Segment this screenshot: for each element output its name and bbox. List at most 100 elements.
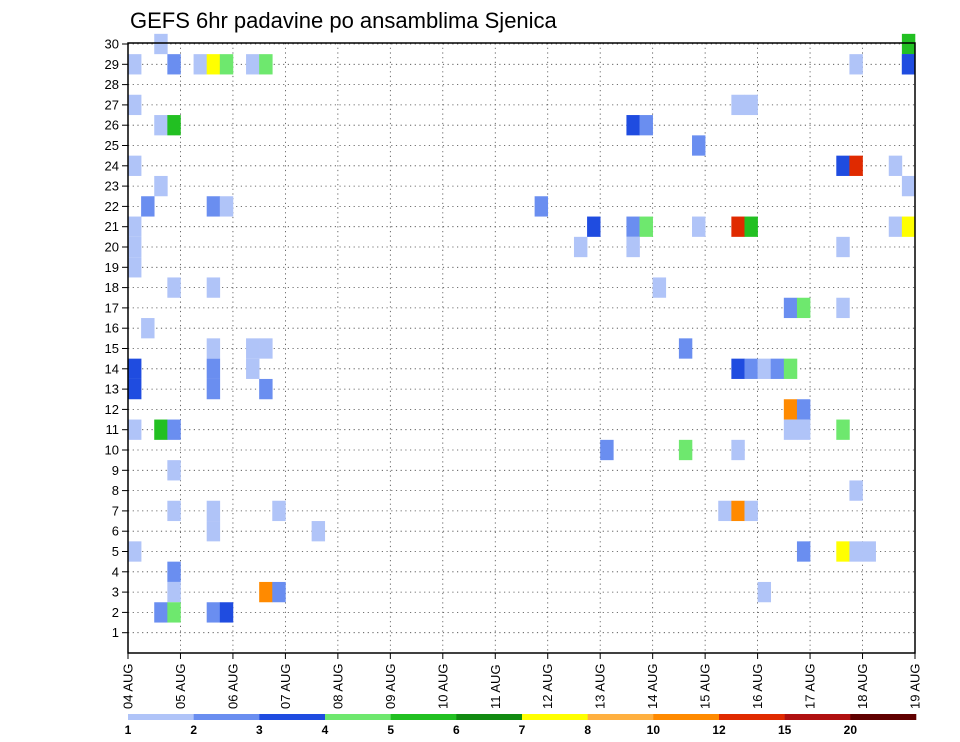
precip-cell bbox=[744, 94, 758, 116]
precip-cell bbox=[600, 439, 614, 461]
precip-cell bbox=[796, 297, 811, 319]
y-tick-label: 21 bbox=[105, 219, 119, 234]
precip-cell bbox=[836, 236, 850, 258]
precip-cell bbox=[259, 54, 273, 75]
precip-cell bbox=[901, 216, 916, 237]
legend-swatch bbox=[784, 714, 851, 720]
precip-cell bbox=[534, 196, 549, 217]
precip-cell bbox=[744, 500, 758, 522]
precip-cell bbox=[311, 521, 326, 542]
precip-cell bbox=[128, 541, 142, 562]
y-tick-label: 17 bbox=[105, 300, 119, 315]
legend-swatch bbox=[193, 714, 260, 720]
y-tick-label: 5 bbox=[112, 544, 119, 559]
precip-cell bbox=[154, 115, 168, 136]
precip-cell bbox=[836, 541, 850, 562]
y-tick-label: 19 bbox=[105, 260, 119, 275]
x-tick-label: 16 AUG bbox=[750, 663, 765, 709]
legend-swatch bbox=[390, 714, 457, 720]
precip-cell bbox=[888, 216, 903, 237]
precip-cell bbox=[783, 358, 798, 379]
x-tick-label: 09 AUG bbox=[383, 663, 398, 709]
precip-cell bbox=[718, 500, 732, 522]
precip-cell bbox=[259, 338, 273, 359]
precip-cell bbox=[167, 277, 181, 298]
precip-cell bbox=[692, 135, 706, 156]
y-tick-label: 3 bbox=[112, 585, 119, 600]
precip-cell bbox=[849, 480, 863, 501]
precip-cell bbox=[626, 115, 640, 136]
precip-cell bbox=[587, 216, 601, 237]
precip-cell bbox=[901, 33, 916, 55]
precip-cell bbox=[128, 419, 142, 440]
y-tick-label: 11 bbox=[106, 422, 120, 437]
precip-cell bbox=[888, 155, 903, 176]
y-tick-label: 12 bbox=[105, 402, 119, 417]
y-tick-label: 23 bbox=[105, 179, 119, 194]
y-tick-label: 7 bbox=[112, 503, 119, 518]
y-tick-label: 27 bbox=[105, 97, 119, 112]
precip-cell bbox=[128, 257, 142, 278]
precip-cell bbox=[128, 155, 142, 176]
chart-title: GEFS 6hr padavine po ansamblima Sjenica bbox=[130, 8, 558, 33]
x-tick-label: 11 AUG bbox=[488, 664, 503, 709]
precip-cell bbox=[573, 236, 588, 258]
legend-swatch bbox=[259, 714, 326, 720]
precip-cell bbox=[167, 419, 181, 440]
precip-cell bbox=[626, 216, 640, 237]
precip-cell bbox=[849, 541, 863, 562]
x-tick-label: 14 AUG bbox=[645, 663, 660, 709]
precip-cell bbox=[246, 358, 260, 379]
precip-cell bbox=[206, 500, 221, 522]
precip-cell bbox=[206, 54, 221, 75]
precip-cell bbox=[639, 115, 653, 136]
x-tick-label: 07 AUG bbox=[278, 663, 293, 709]
y-tick-label: 9 bbox=[112, 463, 119, 478]
color-legend: 1 2 3 4 5 6 7 8 10 12 15 20 bbox=[125, 714, 917, 737]
precip-cell bbox=[167, 561, 181, 582]
precip-cell bbox=[731, 94, 745, 116]
legend-label: 12 bbox=[712, 723, 726, 737]
y-tick-label: 6 bbox=[112, 524, 119, 539]
precip-cell bbox=[783, 419, 798, 440]
legend-label: 20 bbox=[844, 723, 858, 737]
precip-cell bbox=[731, 358, 745, 379]
legend-label: 6 bbox=[453, 723, 460, 737]
precip-cell bbox=[154, 419, 168, 440]
precip-cell bbox=[849, 155, 863, 176]
precip-cell bbox=[757, 581, 772, 603]
precip-cell bbox=[128, 236, 142, 258]
x-tick-label: 17 AUG bbox=[803, 663, 818, 709]
legend-swatch bbox=[719, 714, 785, 720]
legend-label: 15 bbox=[778, 723, 792, 737]
y-tick-label: 14 bbox=[105, 361, 119, 376]
y-tick-label: 20 bbox=[105, 240, 119, 255]
y-tick-label: 28 bbox=[105, 77, 119, 92]
precip-cell bbox=[167, 500, 181, 522]
precip-cell bbox=[678, 338, 693, 359]
precip-cell bbox=[783, 297, 798, 319]
y-tick-label: 18 bbox=[105, 280, 119, 295]
precip-cell bbox=[731, 500, 745, 522]
precip-cell bbox=[652, 277, 667, 298]
precip-cell bbox=[259, 581, 273, 603]
y-tick-label: 13 bbox=[105, 382, 119, 397]
precip-cell bbox=[167, 115, 181, 136]
precip-cell bbox=[206, 378, 221, 400]
precip-cell bbox=[206, 277, 221, 298]
precip-cell bbox=[901, 175, 916, 197]
precip-cell bbox=[744, 358, 758, 379]
legend-label: 2 bbox=[190, 723, 197, 737]
precip-cell bbox=[219, 196, 234, 217]
precip-cell bbox=[128, 358, 142, 379]
y-tick-label: 2 bbox=[112, 605, 119, 620]
precip-cell bbox=[154, 33, 168, 55]
y-tick-label: 10 bbox=[105, 443, 119, 458]
precip-cell bbox=[901, 54, 916, 75]
y-tick-label: 15 bbox=[105, 341, 119, 356]
precip-cell bbox=[141, 196, 155, 217]
precip-cell bbox=[862, 541, 876, 562]
x-tick-label: 15 AUG bbox=[698, 663, 713, 709]
precip-cell bbox=[206, 338, 221, 359]
